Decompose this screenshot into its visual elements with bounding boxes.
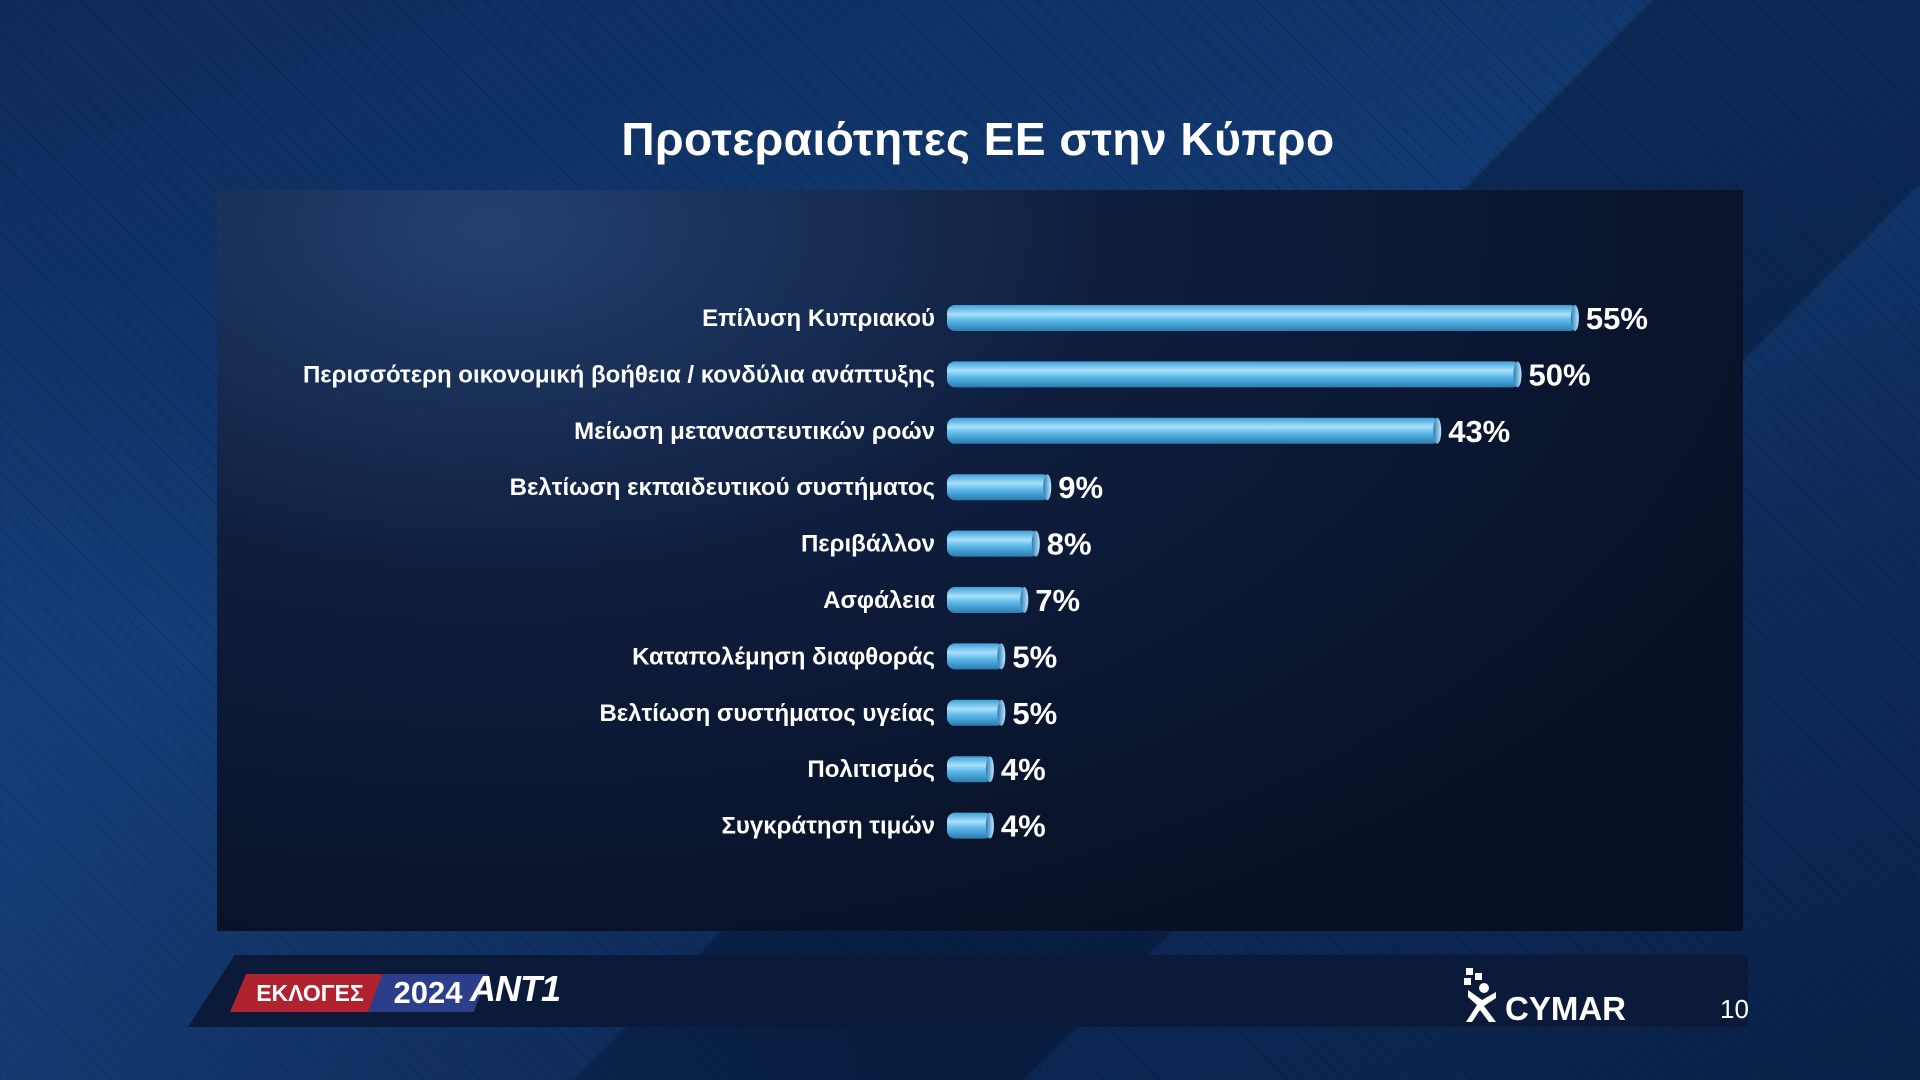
bar — [947, 474, 1051, 501]
pollster-logo: CYMAR — [1505, 990, 1626, 1027]
category-label: Περισσότερη οικονομική βοήθεια / κονδύλι… — [303, 361, 935, 388]
value-label: 9% — [1058, 470, 1103, 505]
value-label: 4% — [1001, 809, 1046, 844]
bar-cap — [1570, 305, 1579, 331]
category-label: Περιβάλλον — [801, 531, 935, 558]
bars-group: Επίλυση Κυπριακού 55% Περισσότερη οικονομι… — [303, 301, 1648, 844]
value-label: 8% — [1047, 527, 1092, 562]
bar-cap — [1020, 587, 1029, 613]
page-title: Προτεραιότητες ΕΕ στην Κύπρο — [621, 113, 1335, 165]
bar-cap — [997, 699, 1006, 726]
bar-cap — [1043, 474, 1052, 501]
cymar-person-icon — [1464, 968, 1496, 1022]
bar — [947, 812, 993, 839]
bar-cap — [1513, 361, 1522, 388]
bar-cap — [985, 756, 994, 783]
bar-cap — [997, 643, 1006, 670]
bar — [947, 361, 1521, 388]
category-label: Συγκράτηση τιμών — [721, 813, 935, 840]
value-label: 7% — [1035, 583, 1080, 618]
value-label: 50% — [1529, 357, 1591, 392]
category-label: Βελτίωση συστήματος υγείας — [599, 700, 935, 727]
page-number: 10 — [1720, 994, 1749, 1024]
bar-cap — [1433, 417, 1442, 444]
bar-cap — [1031, 530, 1040, 557]
value-label: 55% — [1586, 301, 1648, 336]
value-label: 4% — [1001, 752, 1046, 787]
bar — [947, 643, 1005, 670]
bar — [947, 417, 1441, 444]
category-label: Καταπολέμηση διαφθοράς — [632, 643, 935, 670]
channel-logo: ANT1 — [470, 968, 561, 1009]
bar — [947, 699, 1005, 726]
category-label: Πολιτισμός — [807, 756, 935, 783]
bar — [947, 587, 1028, 613]
year-tag: 2024 — [368, 974, 488, 1012]
elections-tag: ΕΚΛΟΓΕΣ — [230, 974, 390, 1012]
value-label: 5% — [1012, 696, 1057, 731]
category-label: Μείωση μεταναστευτικών ροών — [574, 418, 935, 445]
value-label: 5% — [1012, 639, 1057, 674]
value-label: 43% — [1448, 414, 1510, 449]
bar — [947, 305, 1578, 331]
category-label: Βελτίωση εκπαιδευτικού συστήματος — [510, 474, 935, 501]
bar — [947, 756, 993, 783]
category-label: Ασφάλεια — [823, 587, 935, 614]
category-label: Επίλυση Κυπριακού — [702, 305, 935, 332]
bar-cap — [985, 812, 994, 839]
bar — [947, 530, 1039, 557]
